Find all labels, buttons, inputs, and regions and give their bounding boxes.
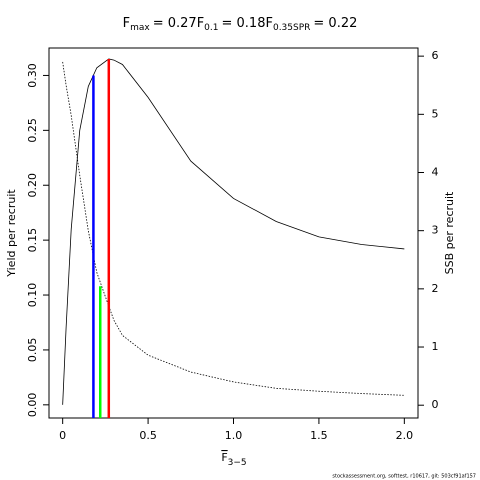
x-tick-label: 0 xyxy=(59,429,66,442)
series-line xyxy=(62,58,405,405)
title-subscript: 0.35SPR xyxy=(273,23,310,33)
y-tick-label: 0.30 xyxy=(26,63,39,88)
y2-tick-label: 2 xyxy=(432,282,439,295)
y-tick-label: 0.00 xyxy=(26,393,39,418)
y2-tick-label: 0 xyxy=(432,398,439,411)
x-label-symbol: F xyxy=(221,451,227,464)
y2-tick-label: 6 xyxy=(432,49,439,62)
y-tick-label: 0.25 xyxy=(26,118,39,143)
x-label-subscript: 3−5 xyxy=(228,458,247,468)
footer: stockassessment.org, softtest, r10617, g… xyxy=(332,474,476,480)
y2-axis-label: SSB per recruit xyxy=(443,191,456,274)
y-tick-label: 0.20 xyxy=(26,173,39,198)
y-tick-label: 0.15 xyxy=(26,228,39,253)
y-tick-label: 0.10 xyxy=(26,283,39,308)
x-axis-label: F3−5 xyxy=(221,451,246,468)
y2-tick-label: 1 xyxy=(432,340,439,353)
y2-tick-label: 5 xyxy=(432,107,439,120)
x-tick-label: 1.5 xyxy=(310,429,328,442)
plot-frame xyxy=(48,47,419,419)
x-tick-label: 1.0 xyxy=(225,429,243,442)
title-symbol: F xyxy=(265,16,272,31)
x-tick-label: 2.0 xyxy=(396,429,414,442)
y2-tick-label: 4 xyxy=(432,165,439,178)
title-value: = 0.18 xyxy=(222,16,266,31)
y2-tick-label: 3 xyxy=(432,224,439,237)
series-line xyxy=(62,61,405,396)
chart-title: Fmax = 0.27F0.1 = 0.18F0.35SPR = 0.22 xyxy=(123,16,358,33)
x-tick-label: 0.5 xyxy=(139,429,157,442)
title-value: = 0.22 xyxy=(313,16,357,31)
y-axis-label: Yield per recruit xyxy=(5,189,18,278)
y-tick-label: 0.05 xyxy=(26,338,39,363)
title-symbol: F xyxy=(123,16,130,31)
title-subscript: max xyxy=(130,23,150,33)
title-value: = 0.27 xyxy=(153,16,197,31)
title-subscript: 0.1 xyxy=(204,23,218,33)
title-symbol: F xyxy=(197,16,204,31)
